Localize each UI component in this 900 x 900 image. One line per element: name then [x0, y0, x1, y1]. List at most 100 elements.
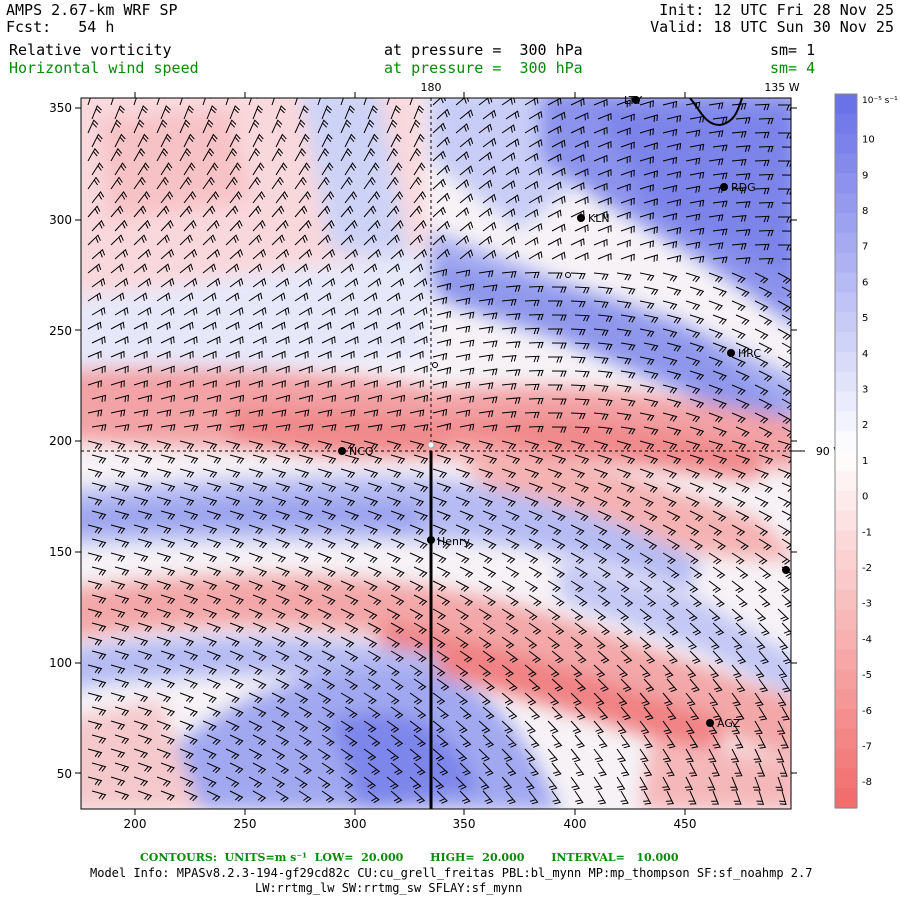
wind-barb — [455, 235, 470, 246]
wind-barb — [734, 762, 743, 777]
wind-barb — [482, 650, 496, 663]
wind-barb — [298, 538, 314, 549]
wind-barb — [639, 580, 653, 593]
wind-barb — [133, 748, 149, 759]
wind-barb — [781, 118, 791, 125]
wind-barb — [409, 98, 419, 106]
wind-barb — [478, 235, 493, 246]
wind-barb — [183, 162, 196, 176]
wind-barb — [551, 314, 567, 321]
wind-barb — [547, 608, 561, 621]
wind-barb — [662, 468, 678, 479]
wind-barb — [501, 271, 517, 278]
wind-barb — [708, 130, 724, 138]
wind-barb — [436, 734, 449, 748]
wind-barb — [110, 776, 126, 787]
wind-barb — [91, 678, 107, 688]
wind-barb — [501, 524, 516, 536]
wind-barb — [432, 408, 448, 417]
wind-barb — [547, 776, 558, 791]
wind-barb — [574, 762, 585, 777]
wind-barb — [87, 205, 101, 218]
wind-barb — [294, 580, 309, 591]
wind-barb — [712, 510, 727, 522]
wind-barb — [754, 664, 765, 679]
wind-barb — [616, 328, 632, 337]
wind-barb — [666, 227, 682, 235]
wind-barb — [271, 636, 286, 648]
station-nco: NCO — [338, 445, 374, 458]
wind-barb — [570, 636, 583, 650]
wind-barb — [160, 594, 176, 605]
wind-barb — [317, 409, 333, 417]
wind-barb — [137, 162, 150, 176]
y-tick-label: 300 — [49, 213, 72, 227]
wind-barb — [574, 510, 589, 522]
wind-barb — [616, 608, 630, 622]
wind-barb — [340, 440, 356, 450]
wind-barb — [528, 369, 544, 377]
wind-barb — [409, 440, 425, 450]
wind-barb — [363, 409, 379, 417]
wind-barb — [340, 608, 355, 620]
colorbar-tick-label: 1 — [862, 456, 868, 467]
wind-barb — [551, 482, 566, 493]
wind-barb — [110, 580, 126, 590]
colorbar-frame — [834, 93, 858, 809]
wind-barb — [712, 538, 726, 551]
wind-barb — [367, 424, 383, 432]
wind-barb — [689, 482, 704, 493]
wind-barb — [413, 219, 427, 232]
wind-barb — [758, 622, 770, 636]
wind-barb — [137, 678, 153, 689]
wind-barb — [390, 162, 403, 176]
wind-barb — [524, 152, 539, 162]
wind-barb — [271, 524, 287, 535]
wind-barb — [432, 776, 445, 790]
wind-barb — [501, 664, 514, 678]
wind-barb — [114, 678, 130, 688]
wind-barb — [735, 706, 745, 721]
wind-barb — [179, 440, 195, 450]
wind-barb — [781, 678, 791, 693]
wind-barb — [708, 692, 719, 707]
wind-barb — [248, 524, 264, 535]
wind-barb — [455, 636, 469, 649]
wind-barb — [643, 226, 658, 234]
wind-barb — [524, 524, 539, 536]
wind-barb — [754, 384, 769, 396]
wind-barb — [225, 176, 238, 190]
wind-barb — [409, 748, 422, 762]
wind-barb — [620, 482, 635, 493]
wind-barb — [114, 105, 125, 120]
wind-barb — [620, 197, 635, 206]
wind-barb — [225, 496, 241, 507]
wind-barb — [317, 147, 330, 162]
wind-barb — [202, 776, 217, 788]
wind-barb — [528, 706, 541, 720]
wind-barb — [271, 748, 286, 760]
wind-barb — [321, 734, 335, 747]
wind-barb — [436, 706, 449, 720]
wind-barb — [639, 720, 650, 735]
wind-barb — [731, 496, 746, 508]
wind-barb — [593, 608, 607, 621]
wind-barb — [455, 720, 468, 734]
wind-barb — [183, 424, 199, 432]
wind-barb — [271, 119, 283, 134]
wind-barb — [758, 510, 773, 522]
wind-barb — [386, 636, 401, 648]
wind-barb — [459, 339, 475, 347]
wind-barb — [133, 692, 149, 703]
wind-barb — [436, 678, 450, 691]
wind-barb — [524, 692, 537, 706]
wind-barb — [547, 181, 562, 190]
wind-barb — [91, 454, 107, 464]
wind-barb — [754, 272, 769, 284]
wind-barb — [662, 328, 678, 338]
wind-barb — [548, 300, 563, 307]
wind-barb — [367, 678, 381, 691]
wind-barb — [735, 342, 750, 354]
wind-barb — [735, 454, 751, 465]
valid-time: Valid: 18 UTC Sun 30 Nov 25 — [650, 18, 894, 36]
